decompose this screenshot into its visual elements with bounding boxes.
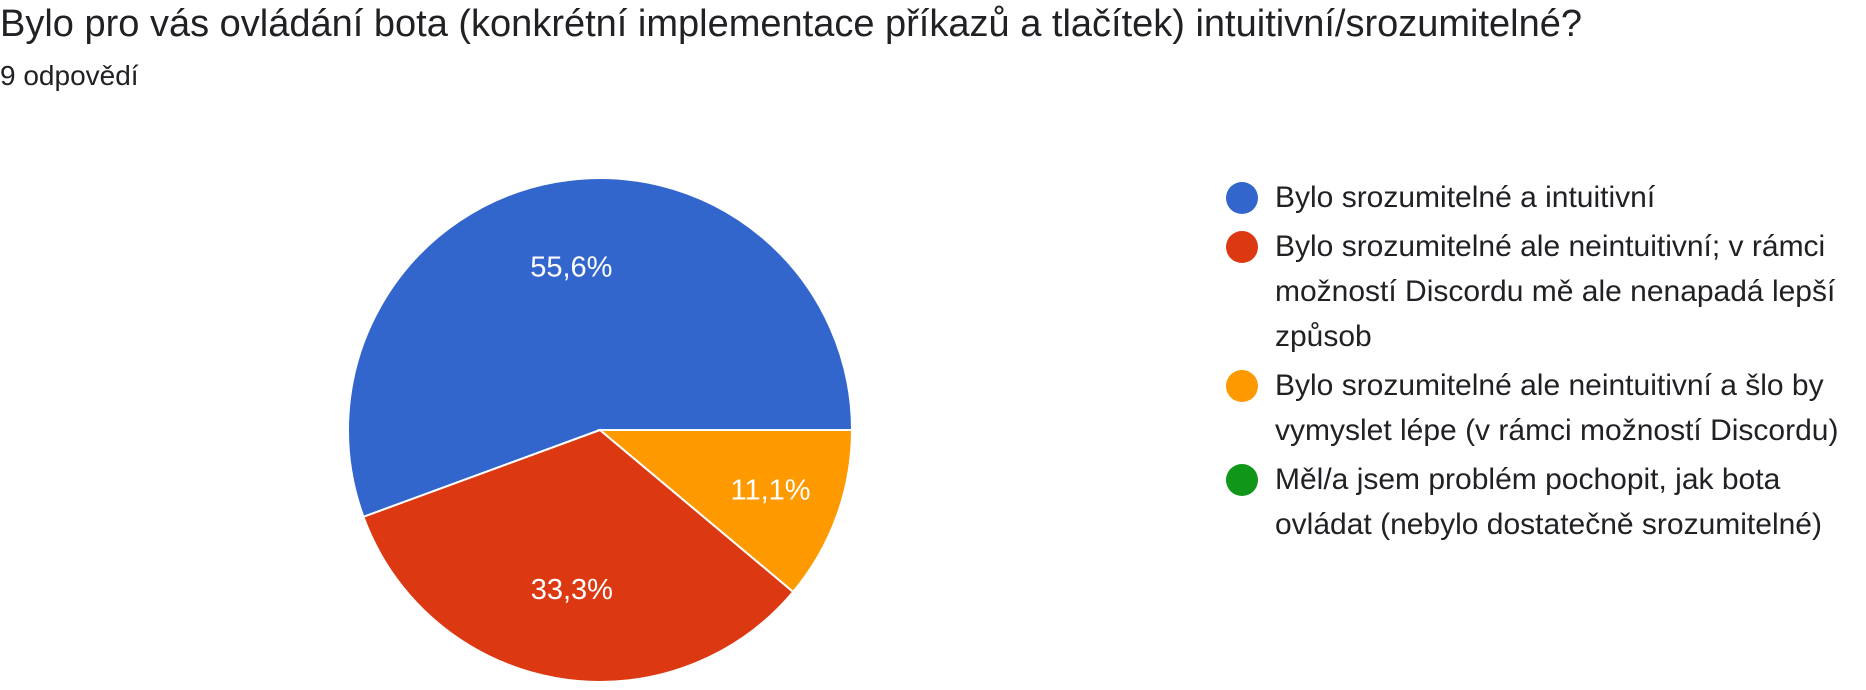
legend-label: Bylo srozumitelné ale neintuitivní a šlo… [1275, 369, 1839, 447]
pie-slice-2[interactable] [597, 429, 854, 594]
legend-swatch-icon [1226, 231, 1258, 263]
legend-label: Bylo srozumitelné ale neintuitivní; v rá… [1275, 230, 1836, 353]
chart-legend: Bylo srozumitelné a intuitivní Bylo srozu… [1225, 175, 1865, 551]
legend-swatch-icon [1226, 370, 1258, 402]
legend-item-1[interactable]: Bylo srozumitelné ale neintuitivní; v rá… [1225, 224, 1865, 359]
response-count: 9 odpovědí [0, 60, 139, 91]
legend-label: Měl/a jsem problém pochopit, jak bota ov… [1275, 463, 1822, 541]
pie-chart: 55,6% 33,3% 11,1% [347, 177, 854, 683]
legend-item-0[interactable]: Bylo srozumitelné a intuitivní [1225, 175, 1865, 220]
slice-label-0: 55,6% [530, 251, 612, 283]
legend-item-2[interactable]: Bylo srozumitelné ale neintuitivní a šlo… [1225, 363, 1865, 453]
chart-title: Bylo pro vás ovládání bota (konkrétní im… [0, 3, 1582, 45]
pie-slice-1[interactable] [362, 428, 795, 683]
legend-swatch-icon [1226, 182, 1258, 214]
slice-label-2: 11,1% [730, 475, 810, 507]
slice-label-1: 33,3% [531, 574, 613, 606]
legend-label: Bylo srozumitelné a intuitivní [1275, 181, 1656, 214]
legend-item-3[interactable]: Měl/a jsem problém pochopit, jak bota ov… [1225, 457, 1865, 547]
legend-swatch-icon [1226, 464, 1258, 496]
pie-slice-0[interactable] [347, 177, 854, 519]
